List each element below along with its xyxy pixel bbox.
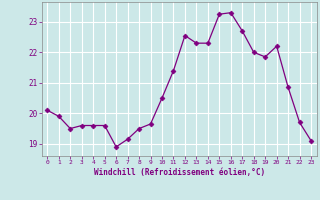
X-axis label: Windchill (Refroidissement éolien,°C): Windchill (Refroidissement éolien,°C): [94, 168, 265, 177]
